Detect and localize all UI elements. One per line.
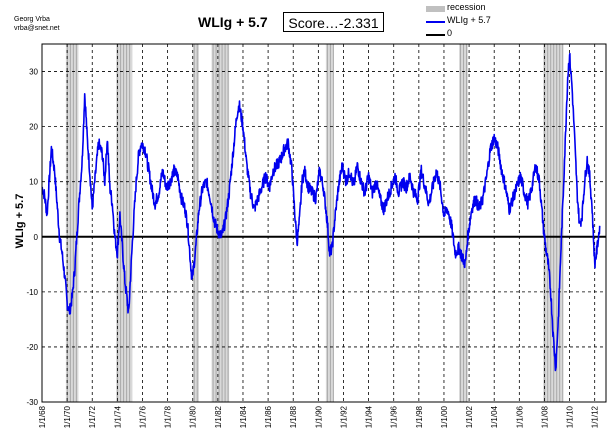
x-tick-label: 1/1/78 <box>164 405 173 428</box>
series-line-wlig <box>41 52 601 372</box>
recession-band <box>211 44 230 402</box>
x-tick-label: 1/1/84 <box>239 405 248 428</box>
x-tick-label: 1/1/68 <box>38 405 47 428</box>
x-tick-label: 1/1/04 <box>490 405 499 428</box>
x-tick-label: 1/1/86 <box>264 405 273 428</box>
x-tick-label: 1/1/06 <box>515 405 524 428</box>
x-tick-label: 1/1/10 <box>566 405 575 428</box>
y-tick-label: 30 <box>29 68 38 77</box>
x-tick-label: 1/1/08 <box>540 405 549 428</box>
x-tick-label: 1/1/02 <box>465 405 474 428</box>
x-tick-label: 1/1/94 <box>365 405 374 428</box>
legend-swatch-wlig <box>426 21 445 23</box>
x-tick-label: 1/1/00 <box>440 405 449 428</box>
recession-band <box>65 44 79 402</box>
x-tick-label: 1/1/74 <box>113 405 122 428</box>
y-tick-label: -10 <box>26 288 38 297</box>
x-tick-label: 1/1/82 <box>214 405 223 428</box>
series-wlig <box>41 52 601 372</box>
legend-label-zero: 0 <box>447 28 453 38</box>
legend-swatch-recession <box>426 6 445 12</box>
x-tick-label: 1/1/72 <box>88 405 97 428</box>
x-tick-label: 1/1/96 <box>390 405 399 428</box>
x-tick-label: 1/1/76 <box>138 405 147 428</box>
legend-swatch-zero <box>426 34 445 36</box>
legend-label-wlig: WLIg + 5.7 <box>447 15 491 25</box>
x-tick-label: 1/1/90 <box>314 405 323 428</box>
plot-border <box>41 43 607 403</box>
y-tick-label: -30 <box>26 398 38 407</box>
y-axis-label: WLIg + 5.7 <box>14 193 26 249</box>
x-tick-label: 1/1/98 <box>415 405 424 428</box>
recession-band <box>459 44 468 402</box>
score-box: Score…-2.331 <box>283 12 384 32</box>
y-tick-label: 20 <box>29 123 38 132</box>
chart-title: WLIg + 5.7 <box>198 14 268 30</box>
x-tick-label: 1/1/70 <box>63 405 72 428</box>
author-email: vrba@snet.net <box>14 25 60 32</box>
plot-area <box>42 44 606 402</box>
recession-band <box>116 44 133 402</box>
recession-band <box>543 44 564 402</box>
x-tick-label: 1/1/12 <box>591 405 600 428</box>
plot-background <box>42 44 606 402</box>
x-tick-label: 1/1/80 <box>189 405 198 428</box>
author-credit: Georg Vrba vrba@snet.net <box>14 15 60 33</box>
plot-border-rect <box>41 43 607 403</box>
x-tick-label: 1/1/88 <box>289 405 298 428</box>
y-tick-label: 10 <box>29 178 38 187</box>
x-axis-ticks: 1/1/68 1/1/70 1/1/72 1/1/74 1/1/76 1/1/78 1/1/… <box>38 405 600 428</box>
y-axis-ticks: -30 -20 -10 0 10 20 30 <box>26 68 38 407</box>
legend-label-recession: recession <box>447 2 486 12</box>
x-tick-label: 1/1/92 <box>339 405 348 428</box>
y-tick-label: -20 <box>26 343 38 352</box>
author-name: Georg Vrba <box>14 16 50 23</box>
y-tick-label: 0 <box>34 233 39 242</box>
